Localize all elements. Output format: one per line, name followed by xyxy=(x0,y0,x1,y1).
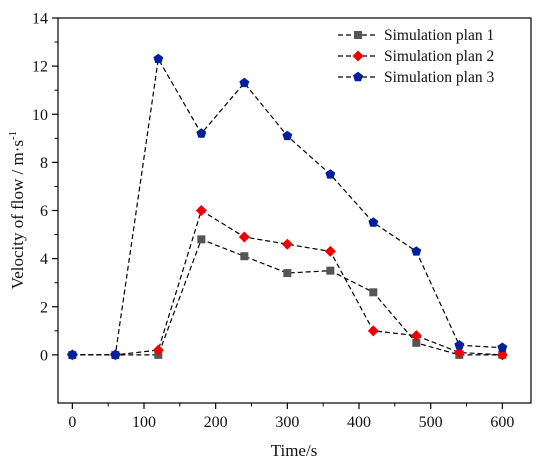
y-tick-label: 6 xyxy=(40,203,48,220)
data-point xyxy=(239,77,250,88)
y-tick-label: 2 xyxy=(40,299,48,316)
y-tick-label: 8 xyxy=(40,155,48,172)
y-tick-label: 4 xyxy=(40,251,48,268)
data-point xyxy=(195,205,207,216)
x-tick-label: 400 xyxy=(347,414,371,431)
data-point xyxy=(411,246,422,256)
data-point xyxy=(369,288,378,297)
y-tick-label: 0 xyxy=(40,347,48,364)
y-tick-label: 14 xyxy=(32,11,48,28)
x-tick-label: 200 xyxy=(204,414,228,431)
series-2 xyxy=(66,205,508,361)
x-axis-title: Time/s xyxy=(271,441,318,460)
legend-label: Simulation plan 1 xyxy=(384,27,494,44)
data-point xyxy=(412,338,421,347)
data-point xyxy=(283,269,292,278)
legend-marker xyxy=(354,31,362,39)
data-point xyxy=(240,252,249,261)
series-1 xyxy=(68,235,507,359)
series-3 xyxy=(67,53,508,360)
legend-item-2: Simulation plan 2 xyxy=(338,48,494,65)
data-point xyxy=(367,325,379,337)
data-point xyxy=(368,217,379,227)
y-axis-title: Velocity of flow / m·s-1 xyxy=(7,131,27,289)
x-tick-label: 0 xyxy=(68,414,76,431)
series-layer xyxy=(66,53,508,361)
x-tick-label: 600 xyxy=(490,414,514,431)
legend-marker xyxy=(353,71,363,82)
data-point xyxy=(281,238,293,250)
x-tick-label: 100 xyxy=(132,414,156,431)
data-point xyxy=(152,344,164,356)
series-line xyxy=(72,209,503,356)
data-point xyxy=(325,169,336,179)
y-tick-label: 12 xyxy=(32,59,48,76)
data-point xyxy=(197,235,206,244)
legend: Simulation plan 1 Simulation plan 2 Simula… xyxy=(338,27,494,86)
data-point xyxy=(67,349,78,360)
legend-label: Simulation plan 2 xyxy=(384,48,494,65)
data-point xyxy=(497,342,508,352)
data-point xyxy=(153,53,164,64)
data-point xyxy=(410,330,422,342)
data-point xyxy=(282,130,293,141)
y-axis-title-exponent: -1 xyxy=(7,131,19,140)
series-line xyxy=(72,238,503,356)
data-point xyxy=(196,128,207,138)
data-point xyxy=(496,349,508,361)
axis-ticks: 0 100 200 300 400 500 600 0 2 4 6 8 10 12 14 xyxy=(32,11,514,432)
data-point xyxy=(454,340,465,350)
y-tick-label: 10 xyxy=(32,107,48,124)
series-line xyxy=(72,57,503,356)
x-tick-label: 500 xyxy=(419,414,443,431)
x-tick-label: 300 xyxy=(275,414,299,431)
legend-item-3: Simulation plan 3 xyxy=(338,69,494,86)
legend-marker xyxy=(352,50,364,62)
data-point xyxy=(110,349,121,360)
legend-label: Simulation plan 3 xyxy=(384,69,494,86)
legend-item-1: Simulation plan 1 xyxy=(338,27,494,44)
data-point xyxy=(326,266,335,275)
data-point xyxy=(453,346,465,358)
data-point xyxy=(238,231,250,243)
y-axis-title-text: Velocity of flow / m·s xyxy=(8,140,27,289)
data-point xyxy=(324,245,336,257)
